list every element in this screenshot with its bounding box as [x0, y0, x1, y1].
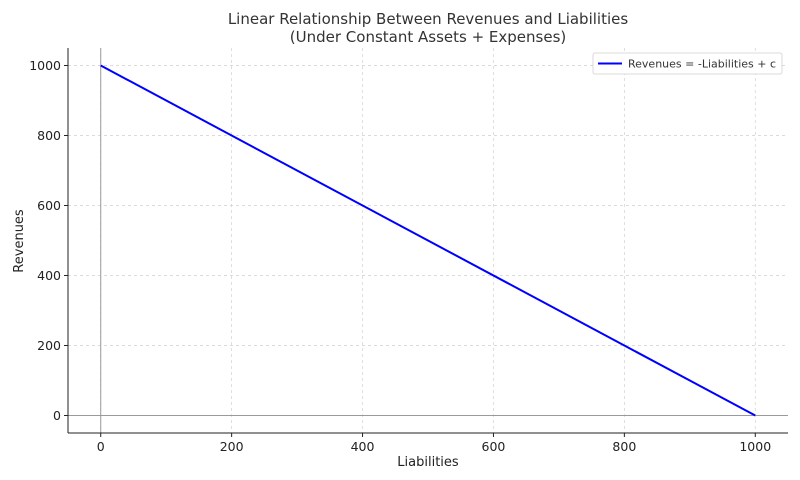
y-tick-label: 0: [53, 408, 61, 423]
x-tick-label: 400: [351, 439, 375, 454]
y-axis-label: Revenues: [12, 209, 27, 273]
y-tick-label: 800: [37, 128, 61, 143]
series-layer: [100, 64, 756, 417]
x-tick-label: 800: [612, 439, 636, 454]
x-axis-label: Liabilities: [397, 455, 459, 470]
x-tick-label: 0: [97, 439, 105, 454]
y-tick-label: 200: [37, 338, 61, 353]
legend-entry-label: Revenues = -Liabilities + c: [628, 58, 776, 71]
series-line: [100, 64, 756, 417]
x-axis-ticks: 0 200 400 600 800 1000: [97, 433, 771, 454]
y-axis-ticks: 0 200 400 600 800 1000: [29, 58, 68, 423]
zero-reference-lines: [68, 48, 788, 433]
x-tick-label: 1000: [739, 439, 771, 454]
y-tick-label: 600: [37, 198, 61, 213]
legend-box: [592, 52, 783, 75]
y-tick-label: 1000: [29, 58, 61, 73]
y-tick-label: 400: [37, 268, 61, 283]
legend: Revenues = -Liabilities + c: [592, 52, 783, 75]
chart-title: Linear Relationship Between Revenues and…: [228, 10, 629, 28]
x-tick-label: 600: [482, 439, 506, 454]
chart-subtitle: (Under Constant Assets + Expenses): [290, 28, 566, 46]
x-tick-label: 200: [220, 439, 244, 454]
